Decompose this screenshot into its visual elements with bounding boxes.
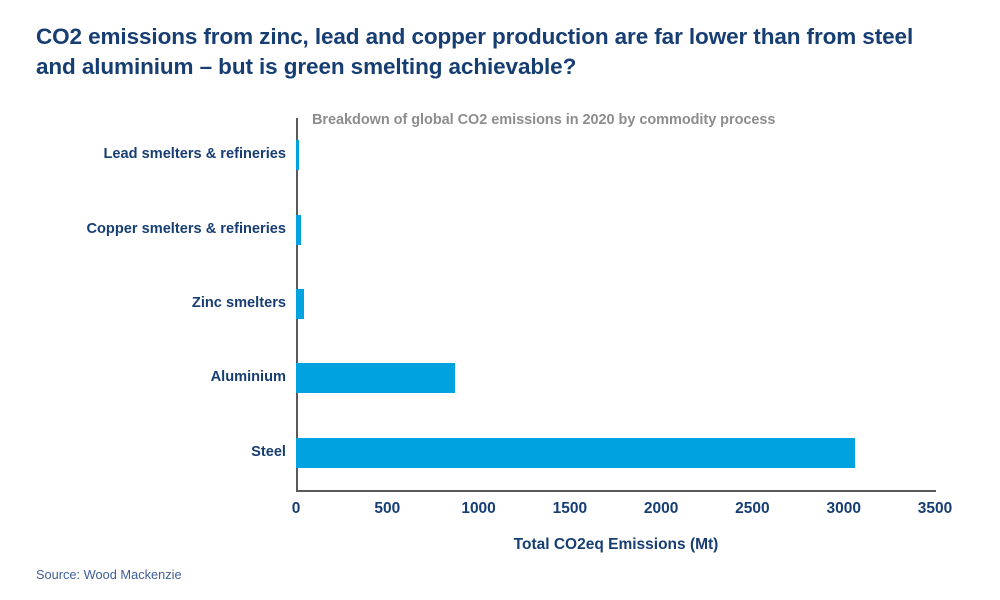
x-axis-tick-label: 1000 <box>461 500 496 517</box>
x-axis-tick-label: 3000 <box>826 500 861 517</box>
bar[interactable] <box>296 437 856 468</box>
x-axis-line <box>296 490 936 492</box>
bar-row <box>296 192 935 266</box>
y-axis-tick-label: Lead smelters & refineries <box>103 146 286 163</box>
y-axis-tick-label: Steel <box>251 443 286 460</box>
bar-row <box>296 416 935 490</box>
x-axis-tick-label: 1500 <box>552 500 588 517</box>
bar-row <box>296 118 935 192</box>
x-axis-tick-label: 500 <box>374 500 401 517</box>
bar[interactable] <box>296 363 455 394</box>
bar[interactable] <box>296 288 305 319</box>
y-axis-tick-label: Copper smelters & refineries <box>86 220 286 237</box>
x-axis-tick-label: 0 <box>291 500 301 517</box>
source-note: Source: Wood Mackenzie <box>36 567 182 582</box>
bar-row <box>296 341 935 415</box>
y-axis-tick-label: Aluminium <box>210 369 286 386</box>
bar-row <box>296 267 935 341</box>
bar[interactable] <box>296 214 302 245</box>
bar[interactable] <box>296 140 299 171</box>
x-axis-tick-label: 2500 <box>735 500 770 517</box>
chart-subtitle: Breakdown of global CO2 emissions in 202… <box>312 112 776 128</box>
y-axis-tick-label: Zinc smelters <box>191 295 286 311</box>
chart-title: CO2 emissions from zinc, lead and copper… <box>36 24 914 79</box>
plot-area <box>296 118 935 492</box>
x-axis-tick-label: 2000 <box>643 500 679 517</box>
x-axis-title: Total CO2eq Emissions (Mt) <box>513 536 719 553</box>
x-axis-tick-label: 3500 <box>917 500 953 517</box>
